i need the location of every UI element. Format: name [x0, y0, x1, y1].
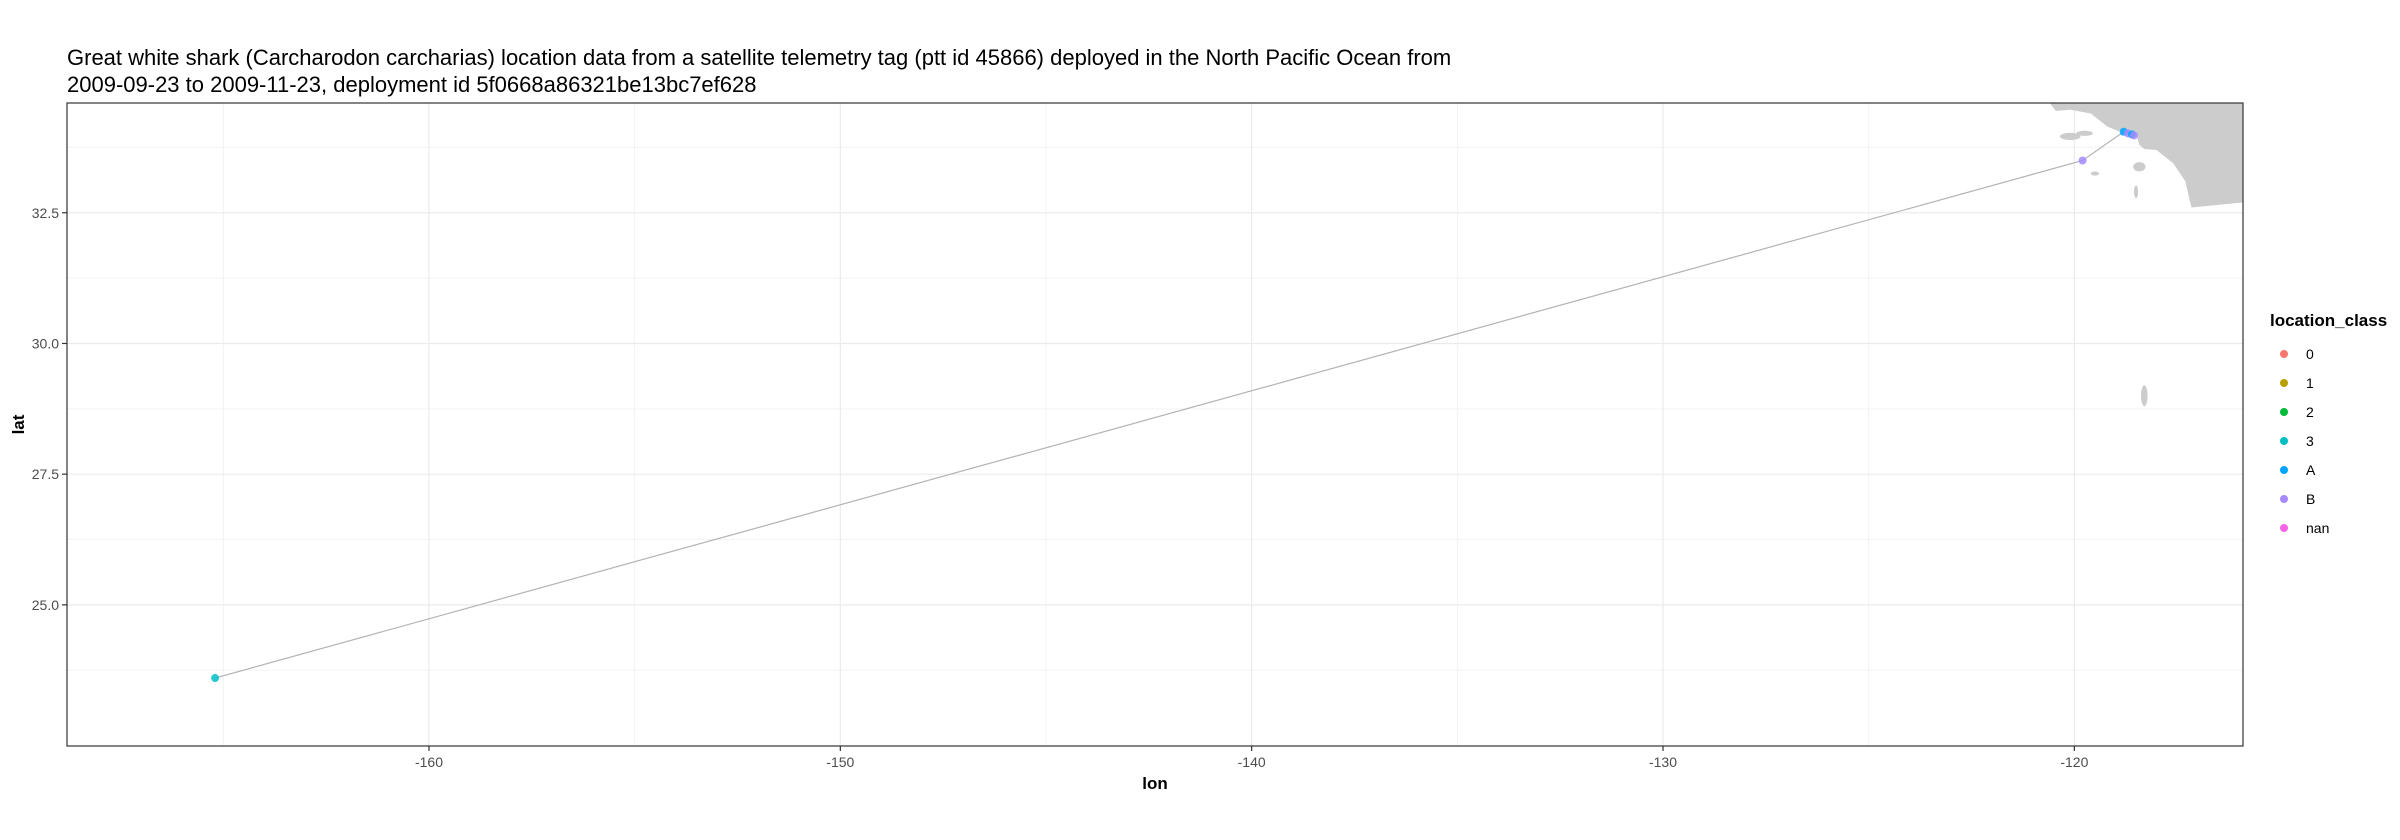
y-tick-label: 25.0	[32, 597, 59, 613]
track-line	[214, 131, 2135, 679]
track-layer	[214, 131, 2135, 679]
y-axis: 25.0 27.5 30.0 32.5	[32, 205, 67, 613]
y-tick-label: 27.5	[32, 466, 59, 482]
location-point	[2078, 156, 2087, 165]
legend-key	[2280, 350, 2288, 358]
legend-title: location_class	[2270, 311, 2387, 330]
legend-label: 3	[2306, 433, 2314, 449]
location-point	[211, 674, 220, 683]
y-tick-label: 32.5	[32, 205, 59, 221]
legend-key	[2280, 379, 2288, 387]
legend-key	[2280, 437, 2288, 445]
legend-key	[2280, 524, 2288, 532]
island-santa-catalina	[2133, 162, 2146, 172]
legend-label: A	[2306, 462, 2316, 478]
legend-label: 1	[2306, 375, 2314, 391]
island-santa-cruz	[2076, 130, 2093, 136]
plot-title-line-1: Great white shark (Carcharodon carcharia…	[67, 45, 1452, 70]
y-tick-label: 30.0	[32, 335, 59, 351]
x-tick-label: -140	[1238, 754, 1266, 770]
y-axis-title: lat	[9, 414, 28, 434]
x-axis-title: lon	[1142, 774, 1168, 793]
x-axis: -160 -150 -140 -130 -120	[415, 746, 2089, 770]
island-san-nicolas	[2090, 171, 2100, 176]
x-tick-label: -150	[826, 754, 854, 770]
land-california	[2033, 103, 2243, 208]
legend-label: 0	[2306, 346, 2314, 362]
land-layer	[2033, 103, 2243, 407]
plot-title: Great white shark (Carcharodon carcharia…	[67, 44, 1867, 98]
x-tick-label: -120	[2060, 754, 2088, 770]
island-san-clemente	[2133, 185, 2139, 199]
plot-title-line-2: 2009-09-23 to 2009-11-23, deployment id …	[67, 72, 757, 97]
points-layer	[211, 127, 2138, 683]
legend-label: 2	[2306, 404, 2314, 420]
legend-key	[2280, 408, 2288, 416]
panel-border	[66, 102, 2244, 747]
legend-label: nan	[2306, 520, 2329, 536]
island-guadalupe	[2140, 385, 2148, 407]
legend-label: B	[2306, 491, 2315, 507]
location-point	[2129, 131, 2138, 140]
x-tick-label: -160	[415, 754, 443, 770]
island-santa-rosa	[2059, 132, 2081, 141]
legend-key	[2280, 495, 2288, 503]
legend-key	[2280, 466, 2288, 474]
grid-layer	[67, 103, 2243, 746]
x-tick-label: -130	[1649, 754, 1677, 770]
